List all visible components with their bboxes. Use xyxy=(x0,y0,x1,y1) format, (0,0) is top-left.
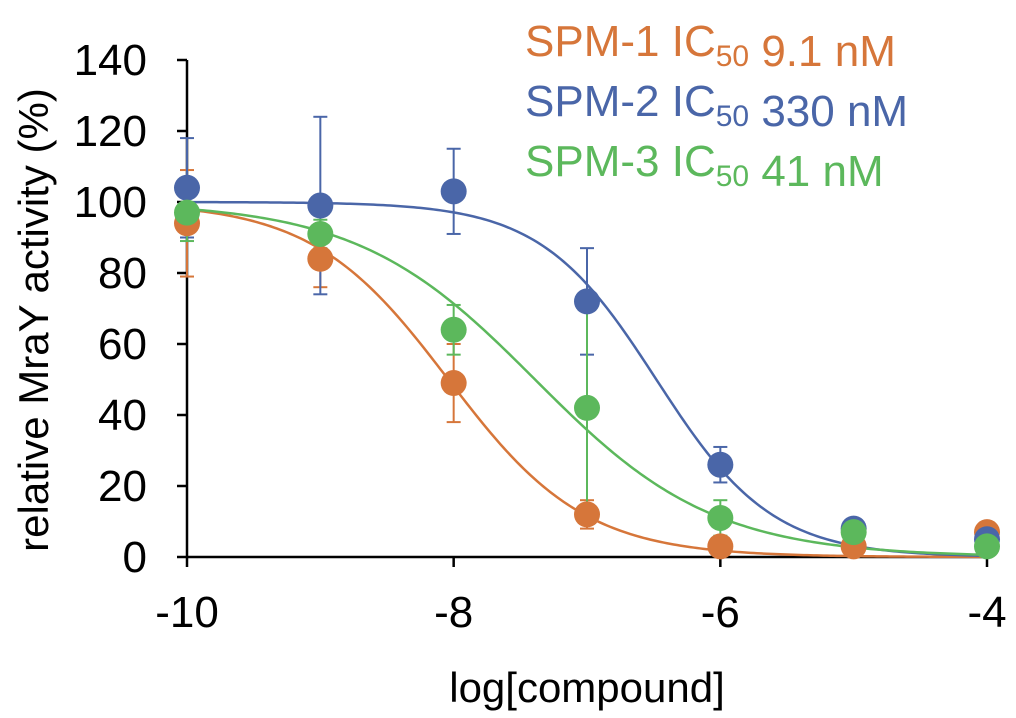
legend-ic-subscript: 50 xyxy=(716,100,749,133)
legend-ic-value: 9.1 nM xyxy=(761,27,896,76)
data-point-spm-3 xyxy=(307,220,334,247)
y-tick-label: 120 xyxy=(74,107,147,156)
legend-ic-label: IC xyxy=(672,17,716,66)
legend-entry-spm-3: SPM-3 IC50 41 nM xyxy=(525,137,884,196)
data-point-spm-1 xyxy=(707,533,734,560)
x-tick-label: -8 xyxy=(434,588,473,637)
x-tick-label: -4 xyxy=(967,588,1006,637)
data-point-spm-2 xyxy=(707,451,734,478)
legend-ic-subscript: 50 xyxy=(716,40,749,73)
y-tick-label: 40 xyxy=(98,391,147,440)
ticks: 0 20 40 60 80 100 120 140 -10 -8 -6 -4 xyxy=(74,36,1007,637)
data-point-spm-3 xyxy=(840,519,867,546)
data-point-spm-2 xyxy=(574,288,600,315)
legend-ic-value: 41 nM xyxy=(761,147,883,196)
legend-ic-subscript: 50 xyxy=(716,160,749,193)
y-axis-title: relative MraY activity (%) xyxy=(10,88,57,552)
data-points xyxy=(174,174,1000,560)
legend-series-name: SPM-1 xyxy=(525,17,659,66)
data-point-spm-3 xyxy=(707,504,734,531)
legend-ic-label: IC xyxy=(672,77,716,126)
x-tick-label: -10 xyxy=(155,588,219,637)
data-point-spm-3 xyxy=(440,316,467,343)
y-tick-label: 20 xyxy=(98,462,147,511)
y-tick-label: 0 xyxy=(123,533,147,582)
data-point-spm-3 xyxy=(974,533,1000,560)
data-point-spm-2 xyxy=(174,174,200,201)
legend: SPM-1 IC50 9.1 nM SPM-2 IC50 330 nM SPM-… xyxy=(525,17,908,196)
data-point-spm-1 xyxy=(574,501,600,528)
legend-ic-value: 330 nM xyxy=(761,87,908,136)
legend-entry-spm-1: SPM-1 IC50 9.1 nM xyxy=(525,17,896,76)
data-point-spm-2 xyxy=(307,192,334,219)
data-point-spm-1 xyxy=(440,370,467,397)
legend-ic-label: IC xyxy=(672,137,716,186)
legend-series-name: SPM-3 xyxy=(525,137,659,186)
y-tick-label: 100 xyxy=(74,178,147,227)
data-point-spm-1 xyxy=(307,245,334,272)
data-point-spm-2 xyxy=(440,178,467,205)
data-point-spm-3 xyxy=(574,394,600,421)
x-tick-label: -6 xyxy=(701,588,740,637)
y-tick-label: 80 xyxy=(98,249,147,298)
data-point-spm-3 xyxy=(174,199,200,226)
y-tick-label: 140 xyxy=(74,36,147,85)
legend-series-name: SPM-2 xyxy=(525,77,659,126)
x-axis-title: log[compound] xyxy=(449,664,725,711)
legend-entry-spm-2: SPM-2 IC50 330 nM xyxy=(525,77,908,136)
y-tick-label: 60 xyxy=(98,320,147,369)
